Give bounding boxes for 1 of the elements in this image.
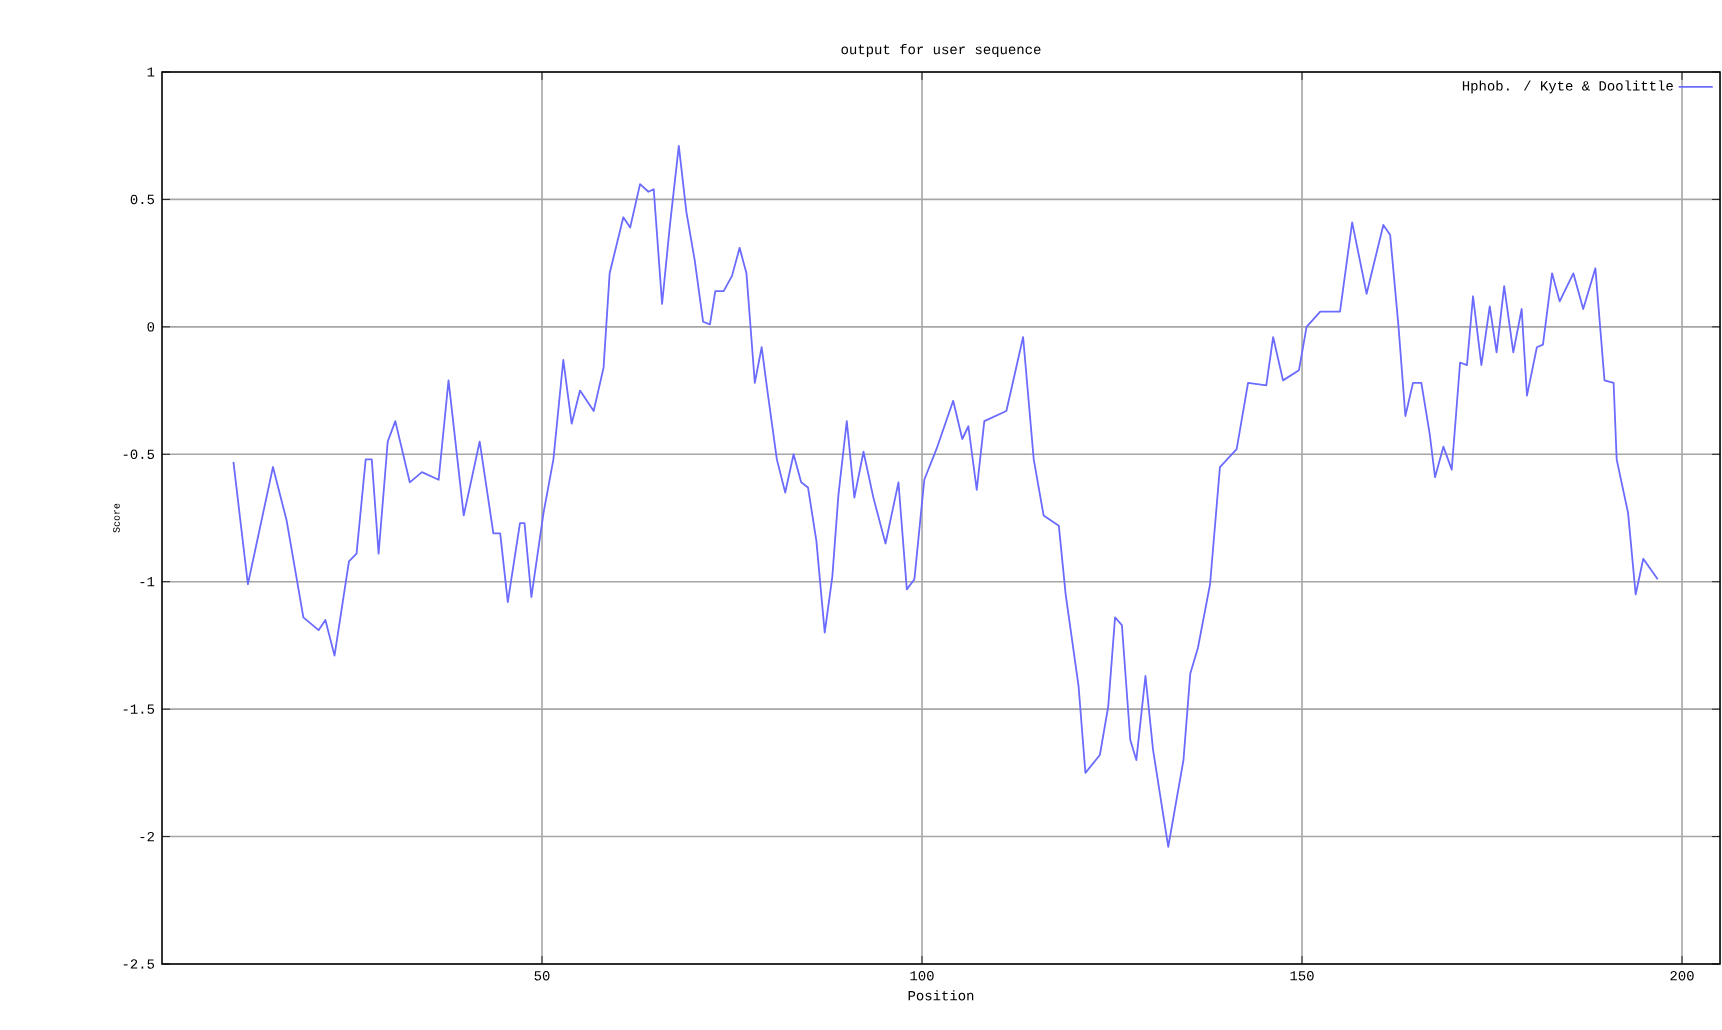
line-series: [232, 145, 1659, 848]
